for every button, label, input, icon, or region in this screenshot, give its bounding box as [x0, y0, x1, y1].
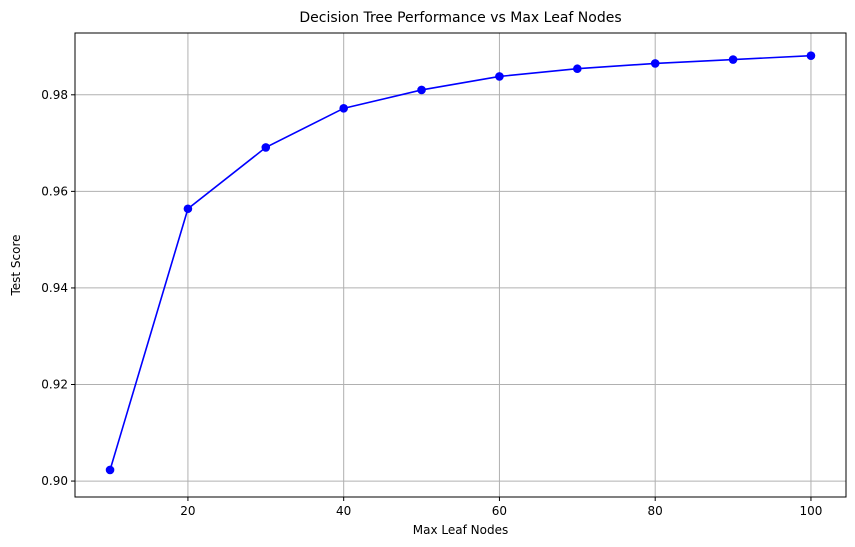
series: [105, 51, 816, 475]
series-line: [109, 54, 811, 471]
x-tick-label: 20: [180, 504, 195, 518]
x-axis-title: Max Leaf Nodes: [413, 523, 508, 537]
x-tick-label: 40: [336, 504, 351, 518]
data-point: [728, 55, 738, 64]
data-point: [495, 72, 504, 81]
x-tick-label: 60: [492, 504, 507, 518]
data-point: [650, 59, 660, 68]
data-point: [806, 51, 816, 60]
y-axis-ticks: 0.90 0.92 0.94 0.96 0.98: [41, 88, 75, 488]
data-point: [105, 465, 115, 475]
y-tick-label: 0.90: [41, 474, 68, 488]
data-point: [183, 204, 193, 214]
data-point: [261, 143, 271, 152]
x-tick-label: 80: [648, 504, 663, 518]
y-tick-label: 0.94: [41, 281, 68, 295]
data-point: [573, 64, 582, 74]
data-point: [417, 85, 426, 95]
y-tick-label: 0.92: [41, 378, 68, 392]
x-axis-ticks: 20 40 60 80 100: [180, 497, 822, 518]
data-point: [339, 104, 348, 113]
y-tick-label: 0.98: [41, 88, 68, 102]
x-tick-label: 100: [800, 504, 823, 518]
chart-title: Decision Tree Performance vs Max Leaf No…: [299, 10, 621, 26]
plot-frame: [74, 32, 847, 498]
y-tick-label: 0.96: [41, 184, 68, 198]
y-axis-title: Test Score: [9, 234, 23, 296]
